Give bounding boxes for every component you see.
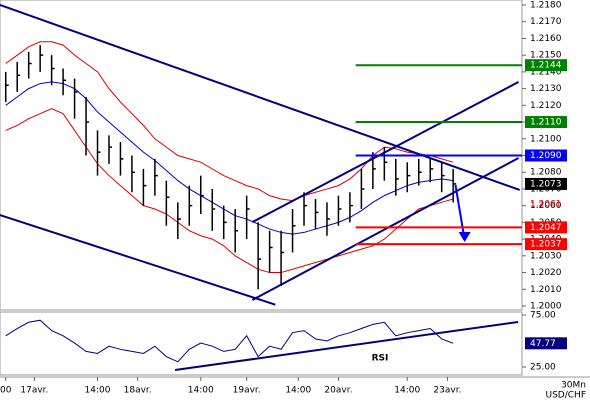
y-tick-label: 25.00	[530, 363, 556, 373]
level-box	[525, 149, 567, 162]
level-box	[525, 238, 567, 251]
ohlc-bar	[291, 209, 296, 253]
band-line	[5, 108, 454, 274]
ohlc-bar	[16, 61, 21, 92]
level-box	[525, 177, 567, 190]
level-label: 1.2144	[530, 61, 562, 71]
x-tick-label: 19avr.	[233, 386, 261, 396]
level-box	[525, 221, 567, 234]
level-label: 1.2073	[530, 179, 562, 189]
ohlc-bar	[417, 158, 422, 186]
ohlc-bar	[154, 158, 158, 196]
timeframe: 30Mn	[561, 381, 586, 391]
ohlc-bar	[337, 195, 342, 226]
ohlc-bar	[280, 230, 285, 286]
y-tick-label: 1.2010	[530, 285, 562, 295]
level-label: 1.2090	[530, 151, 562, 161]
ohlc-bar	[39, 45, 44, 72]
y-tick-label: 1.2130	[530, 84, 562, 94]
x-tick-label: 14:00	[85, 386, 111, 396]
ohlc-bar	[429, 158, 434, 183]
y-tick-label: 1.2060	[530, 201, 562, 211]
arrow	[454, 184, 466, 241]
ohlc-bar	[131, 155, 135, 193]
ohlc-bar	[188, 185, 193, 226]
x-tick-label: 18avr.	[124, 386, 152, 396]
ohlc-bar	[234, 209, 239, 253]
x-tick-label: 00	[0, 386, 12, 396]
ohlc-bar	[452, 168, 457, 203]
symbol: USD/CHF	[546, 391, 587, 400]
ohlc-bar	[349, 192, 353, 223]
x-tick-label: 23avr.	[433, 386, 461, 396]
ohlc-bar	[50, 55, 55, 86]
ohlc-bar	[165, 180, 170, 226]
ohlc-bar	[4, 71, 9, 102]
x-tick-label: 14:00	[285, 386, 311, 396]
trend-line	[251, 81, 520, 223]
rsi-line	[5, 319, 454, 363]
y-tick-label: 1.2020	[530, 268, 562, 278]
ohlc-bar	[62, 68, 67, 96]
rsi-panel	[0, 311, 523, 376]
ohlc-bar	[177, 202, 181, 240]
y-tick-label: 75.00	[530, 311, 556, 321]
arrow-head	[458, 231, 471, 242]
y-tick-label: 1.2160	[530, 34, 562, 44]
ohlc-bar	[73, 78, 78, 119]
ohlc-bar	[96, 130, 101, 176]
level-label: 1.2110	[530, 118, 562, 128]
level-box	[525, 116, 567, 129]
ohlc-bar	[85, 96, 90, 156]
ohlc-bar	[257, 222, 262, 290]
value-box	[525, 337, 567, 350]
level-box	[525, 59, 567, 72]
trend-line	[251, 157, 520, 301]
y-tick-label: 1.2170	[530, 17, 562, 27]
ohlc-bar	[200, 175, 204, 215]
x-tick-label: 14:00	[188, 386, 214, 396]
trend-line	[0, 214, 276, 306]
ohlc-bar	[314, 198, 319, 230]
ohlc-bar	[406, 162, 411, 193]
x-tick-label: 14:00	[394, 386, 420, 396]
ohlc-bar	[108, 135, 112, 164]
y-tick-label: 1.2140	[530, 67, 562, 77]
ohlc-bar	[222, 205, 227, 240]
level-label: 1.2037	[530, 240, 562, 250]
y-tick-label: 1.2030	[530, 251, 562, 261]
x-tick-label: 20avr.	[324, 386, 352, 396]
ohlc-bar	[119, 142, 124, 176]
y-tick-label: 1.2180	[530, 1, 562, 11]
ohlc-bar	[142, 168, 147, 206]
band-line	[5, 81, 454, 235]
ohlc-bar	[360, 168, 365, 210]
y-tick-label: 1.2150	[530, 51, 562, 61]
ohlc-bar	[303, 192, 308, 226]
annotation: RSI	[372, 354, 389, 364]
x-tick-label: 17avr.	[20, 386, 48, 396]
y-tick-label: 1.2100	[530, 134, 562, 144]
y-tick-label: 1.2000	[530, 302, 562, 312]
trend-line	[0, 4, 521, 191]
ohlc-bar	[245, 195, 250, 240]
y-tick-label: 1.2120	[530, 101, 562, 111]
value-label: 47.77	[530, 339, 556, 349]
ohlc-bar	[326, 202, 330, 236]
ohlc-bar	[27, 51, 32, 79]
level-label: 1.2047	[530, 223, 562, 233]
ohlc-bar	[395, 158, 399, 196]
ohlc-bar	[211, 188, 216, 231]
trend-line	[174, 320, 519, 372]
level-label: 1.2061	[530, 199, 562, 209]
y-tick-label: 1.2080	[530, 168, 562, 178]
ohlc-bar	[440, 162, 445, 193]
band-line	[5, 41, 454, 202]
ohlc-bar	[268, 230, 273, 273]
